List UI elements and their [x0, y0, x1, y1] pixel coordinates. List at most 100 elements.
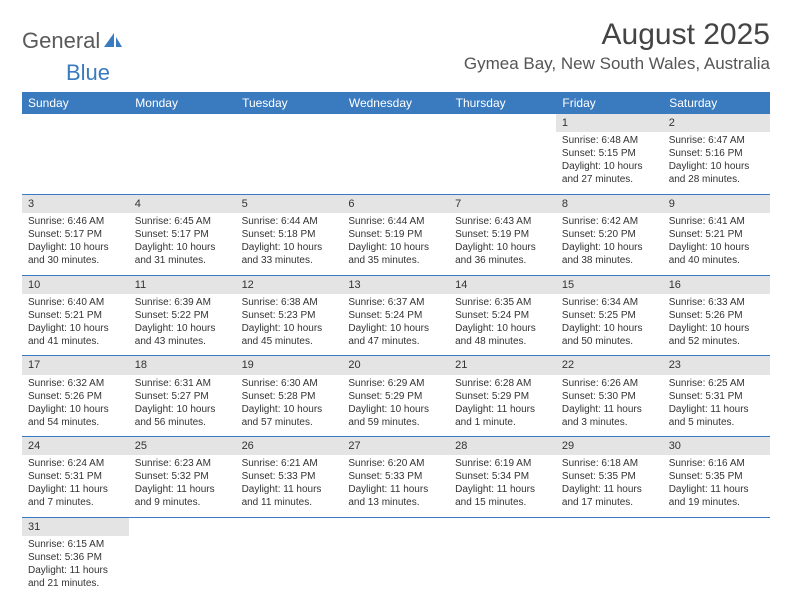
- detail-row: Sunrise: 6:46 AMSunset: 5:17 PM Daylight:…: [22, 213, 770, 275]
- sunset-line: Sunset: 5:26 PM: [669, 309, 764, 322]
- day-cell: [449, 536, 556, 598]
- detail-row: Sunrise: 6:24 AMSunset: 5:31 PMDaylight:…: [22, 455, 770, 517]
- sunset-line: Sunset: 5:31 PM: [669, 390, 764, 403]
- daylight-line: Daylight: 11 hours and 11 minutes.: [242, 483, 337, 509]
- sunset-line: Sunset: 5:17 PM: [28, 228, 123, 241]
- detail-row: Sunrise: 6:15 AMSunset: 5:36 PMDaylight:…: [22, 536, 770, 598]
- weekday-header: Sunday: [22, 92, 129, 114]
- day-cell: [663, 536, 770, 598]
- weekday-header-row: SundayMondayTuesdayWednesdayThursdayFrid…: [22, 92, 770, 114]
- sunset-line: Sunset: 5:22 PM: [135, 309, 230, 322]
- sunrise-line: Sunrise: 6:33 AM: [669, 296, 764, 309]
- daylight-line: Daylight: 10 hours and 28 minutes.: [669, 160, 764, 186]
- day-cell: Sunrise: 6:48 AMSunset: 5:15 PMDaylight:…: [556, 132, 663, 194]
- day-number: 3: [22, 194, 129, 213]
- day-number: 24: [22, 437, 129, 456]
- day-cell: Sunrise: 6:44 AMSunset: 5:18 PMDaylight:…: [236, 213, 343, 275]
- day-cell: Sunrise: 6:23 AMSunset: 5:32 PMDaylight:…: [129, 455, 236, 517]
- sunrise-line: Sunrise: 6:32 AM: [28, 377, 123, 390]
- sunset-line: Sunset: 5:30 PM: [562, 390, 657, 403]
- sunset-line: Sunset: 5:29 PM: [348, 390, 443, 403]
- sunrise-line: Sunrise: 6:31 AM: [135, 377, 230, 390]
- day-cell: Sunrise: 6:42 AMSunset: 5:20 PMDaylight:…: [556, 213, 663, 275]
- day-number: 26: [236, 437, 343, 456]
- sunrise-line: Sunrise: 6:48 AM: [562, 134, 657, 147]
- day-number: 12: [236, 275, 343, 294]
- day-cell: Sunrise: 6:41 AMSunset: 5:21 PMDaylight:…: [663, 213, 770, 275]
- day-cell: [236, 132, 343, 194]
- sunset-line: Sunset: 5:33 PM: [242, 470, 337, 483]
- sunset-line: Sunset: 5:24 PM: [455, 309, 550, 322]
- sunrise-line: Sunrise: 6:19 AM: [455, 457, 550, 470]
- weekday-header: Wednesday: [342, 92, 449, 114]
- day-cell: Sunrise: 6:20 AMSunset: 5:33 PMDaylight:…: [342, 455, 449, 517]
- day-cell: Sunrise: 6:15 AMSunset: 5:36 PMDaylight:…: [22, 536, 129, 598]
- day-cell: [22, 132, 129, 194]
- daynum-row: 12: [22, 114, 770, 132]
- daylight-line: Daylight: 10 hours and 57 minutes.: [242, 403, 337, 429]
- day-number: 27: [342, 437, 449, 456]
- sunrise-line: Sunrise: 6:39 AM: [135, 296, 230, 309]
- sunset-line: Sunset: 5:24 PM: [348, 309, 443, 322]
- sunset-line: Sunset: 5:31 PM: [28, 470, 123, 483]
- day-number: 23: [663, 356, 770, 375]
- day-number: [236, 114, 343, 132]
- day-number: 31: [22, 517, 129, 536]
- day-number: 7: [449, 194, 556, 213]
- sunrise-line: Sunrise: 6:21 AM: [242, 457, 337, 470]
- day-cell: Sunrise: 6:26 AMSunset: 5:30 PMDaylight:…: [556, 375, 663, 437]
- day-cell: [236, 536, 343, 598]
- sail-icon: [102, 31, 124, 49]
- day-cell: [342, 132, 449, 194]
- day-number: 30: [663, 437, 770, 456]
- daylight-line: Daylight: 10 hours and 31 minutes.: [135, 241, 230, 267]
- day-cell: Sunrise: 6:16 AMSunset: 5:35 PMDaylight:…: [663, 455, 770, 517]
- daylight-line: Daylight: 11 hours and 5 minutes.: [669, 403, 764, 429]
- logo: General: [22, 18, 124, 54]
- sunset-line: Sunset: 5:29 PM: [455, 390, 550, 403]
- day-cell: Sunrise: 6:47 AMSunset: 5:16 PMDaylight:…: [663, 132, 770, 194]
- calendar-table: SundayMondayTuesdayWednesdayThursdayFrid…: [22, 92, 770, 598]
- day-number: 1: [556, 114, 663, 132]
- day-cell: Sunrise: 6:45 AMSunset: 5:17 PMDaylight:…: [129, 213, 236, 275]
- day-cell: Sunrise: 6:24 AMSunset: 5:31 PMDaylight:…: [22, 455, 129, 517]
- day-cell: Sunrise: 6:33 AMSunset: 5:26 PMDaylight:…: [663, 294, 770, 356]
- day-cell: Sunrise: 6:40 AMSunset: 5:21 PMDaylight:…: [22, 294, 129, 356]
- day-number: [129, 114, 236, 132]
- day-number: 18: [129, 356, 236, 375]
- sunrise-line: Sunrise: 6:18 AM: [562, 457, 657, 470]
- sunrise-line: Sunrise: 6:45 AM: [135, 215, 230, 228]
- daylight-line: Daylight: 10 hours and 36 minutes.: [455, 241, 550, 267]
- day-number: [236, 517, 343, 536]
- sunset-line: Sunset: 5:19 PM: [455, 228, 550, 241]
- day-number: 21: [449, 356, 556, 375]
- daylight-line: Daylight: 10 hours and 38 minutes.: [562, 241, 657, 267]
- day-number: 22: [556, 356, 663, 375]
- sunrise-line: Sunrise: 6:28 AM: [455, 377, 550, 390]
- daynum-row: 17181920212223: [22, 356, 770, 375]
- sunrise-line: Sunrise: 6:44 AM: [242, 215, 337, 228]
- sunrise-line: Sunrise: 6:16 AM: [669, 457, 764, 470]
- weekday-header: Monday: [129, 92, 236, 114]
- sunrise-line: Sunrise: 6:46 AM: [28, 215, 123, 228]
- day-number: 10: [22, 275, 129, 294]
- sunrise-line: Sunrise: 6:23 AM: [135, 457, 230, 470]
- sunset-line: Sunset: 5:19 PM: [348, 228, 443, 241]
- day-cell: Sunrise: 6:39 AMSunset: 5:22 PMDaylight:…: [129, 294, 236, 356]
- day-cell: [342, 536, 449, 598]
- day-number: [556, 517, 663, 536]
- day-cell: Sunrise: 6:29 AMSunset: 5:29 PMDaylight:…: [342, 375, 449, 437]
- daylight-line: Daylight: 11 hours and 17 minutes.: [562, 483, 657, 509]
- day-cell: Sunrise: 6:44 AMSunset: 5:19 PMDaylight:…: [342, 213, 449, 275]
- day-number: 5: [236, 194, 343, 213]
- sunset-line: Sunset: 5:21 PM: [669, 228, 764, 241]
- sunset-line: Sunset: 5:28 PM: [242, 390, 337, 403]
- daylight-line: Daylight: 10 hours and 45 minutes.: [242, 322, 337, 348]
- sunset-line: Sunset: 5:35 PM: [669, 470, 764, 483]
- day-number: 29: [556, 437, 663, 456]
- day-cell: [556, 536, 663, 598]
- daylight-line: Daylight: 10 hours and 27 minutes.: [562, 160, 657, 186]
- day-number: [22, 114, 129, 132]
- sunrise-line: Sunrise: 6:25 AM: [669, 377, 764, 390]
- day-number: [663, 517, 770, 536]
